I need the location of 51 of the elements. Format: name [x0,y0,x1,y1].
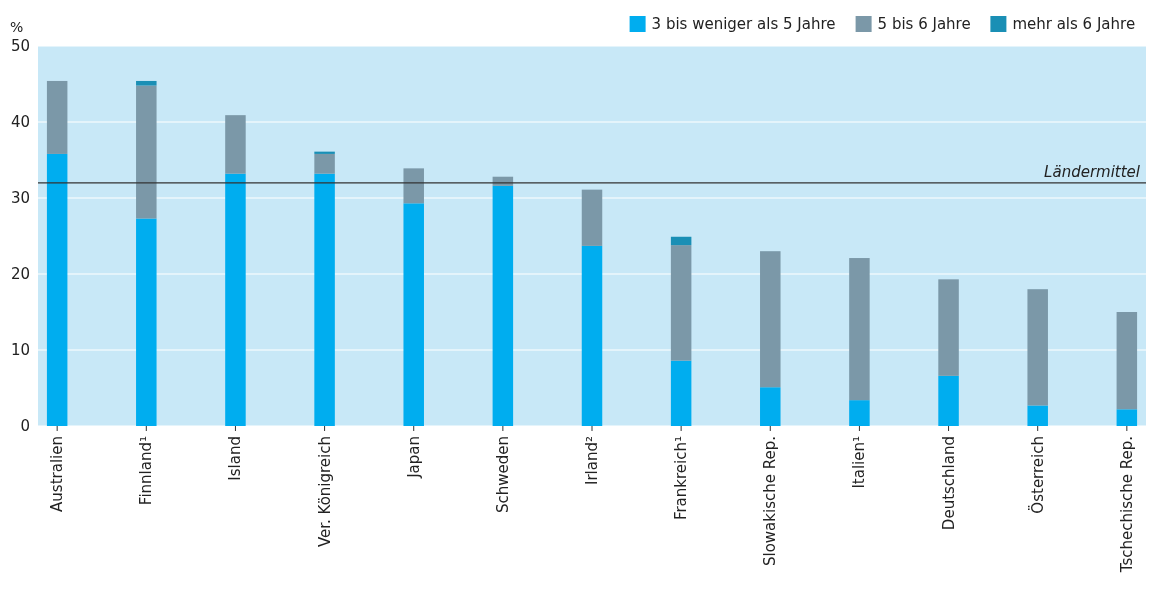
y-tick-label: 0 [20,417,30,435]
x-tick-label: Tschechische Rep. [1117,436,1136,574]
bar [136,218,157,426]
bar [1027,289,1048,406]
x-tick-label: Island [226,436,245,481]
bar [670,245,692,361]
x-tick-label: Australien [48,436,67,512]
bar [225,115,246,174]
bar [849,400,870,426]
bar [670,360,692,426]
x-tick-label: Italien¹ [850,436,869,489]
legend-label: 3 bis weniger als 5 Jahre [651,15,836,33]
bar [225,173,246,426]
x-tick-label: Deutschland [939,436,958,531]
x-tick-label: Schweden [493,436,512,514]
y-tick-label: 20 [10,265,30,283]
legend-label: mehr als 6 Jahre [1012,15,1136,33]
bar [136,80,157,86]
x-tick-label: Ver. Königreich [315,436,334,548]
bar [849,258,870,401]
y-tick-label: 30 [10,189,30,207]
bar [670,236,692,246]
bar [314,173,335,426]
ref-line-label: Ländermittel [1044,162,1141,181]
bar [1116,409,1138,426]
bar [403,168,424,204]
y-tick-label: 50 [10,37,30,55]
bar [581,189,603,246]
bar [136,85,157,219]
x-tick-label: Finnland¹ [137,436,156,506]
bar [1027,405,1048,426]
x-tick-label: Japan [404,436,423,479]
bar [492,185,514,426]
bar [938,279,959,376]
bar [760,251,781,388]
x-tick-label: Österreich [1027,436,1047,514]
y-axis-title: % [10,19,24,35]
bar [938,375,959,426]
bar [1116,312,1138,410]
bar [46,80,68,154]
bar [760,387,781,426]
bar [403,203,424,426]
bar [46,153,68,426]
bar [314,153,335,174]
x-tick-label: Frankreich¹ [672,436,691,521]
legend-label: 5 bis 6 Jahre [877,15,971,33]
x-tick-label: Slowakische Rep. [761,436,780,567]
y-tick-label: 10 [10,341,30,359]
y-tick-label: 40 [10,113,30,131]
x-tick-label: Irland² [583,436,601,485]
bar [581,245,603,426]
